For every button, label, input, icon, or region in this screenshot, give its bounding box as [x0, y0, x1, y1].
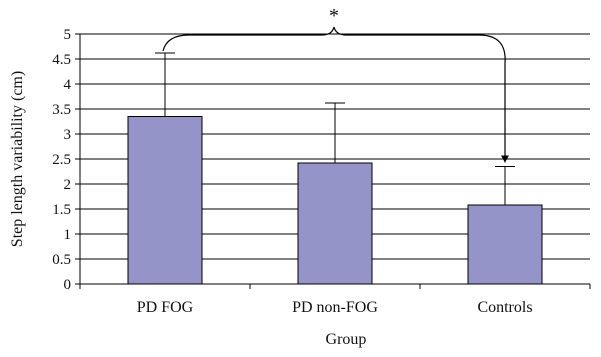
significance-star: * — [329, 5, 339, 27]
y-tick-label: 1.5 — [52, 202, 71, 218]
y-tick-label: 0.5 — [52, 252, 71, 268]
bar — [297, 162, 373, 285]
y-tick-label: 3.5 — [52, 102, 71, 118]
y-tick-label: 4 — [64, 77, 72, 93]
y-tick-label: 1 — [64, 227, 72, 243]
x-tick-label: PD non-FOG — [292, 299, 378, 316]
y-tick-label: 3 — [64, 127, 72, 143]
x-tick-labels: PD FOG PD non-FOG Controls — [137, 299, 533, 316]
y-tick-label: 2.5 — [52, 152, 71, 168]
x-axis-label: Group — [326, 331, 367, 348]
x-tick-label: Controls — [477, 299, 532, 316]
y-tick-label: 4.5 — [52, 52, 71, 68]
x-tick-label: PD FOG — [137, 299, 194, 316]
axes — [75, 33, 591, 289]
bar — [467, 204, 543, 285]
error-bars — [155, 52, 515, 205]
y-tick-labels: 0 0.5 1 1.5 2 2.5 3 3.5 4 4.5 5 — [52, 27, 71, 293]
y-axis-label: Step length variability (cm) — [9, 71, 26, 247]
significance-arrowhead — [501, 155, 509, 163]
significance-annotation: * — [162, 5, 509, 163]
y-tick-label: 2 — [64, 177, 72, 193]
y-tick-label: 5 — [64, 27, 72, 43]
bar — [127, 116, 203, 285]
significance-brace — [162, 26, 506, 163]
y-tick-label: 0 — [64, 277, 72, 293]
